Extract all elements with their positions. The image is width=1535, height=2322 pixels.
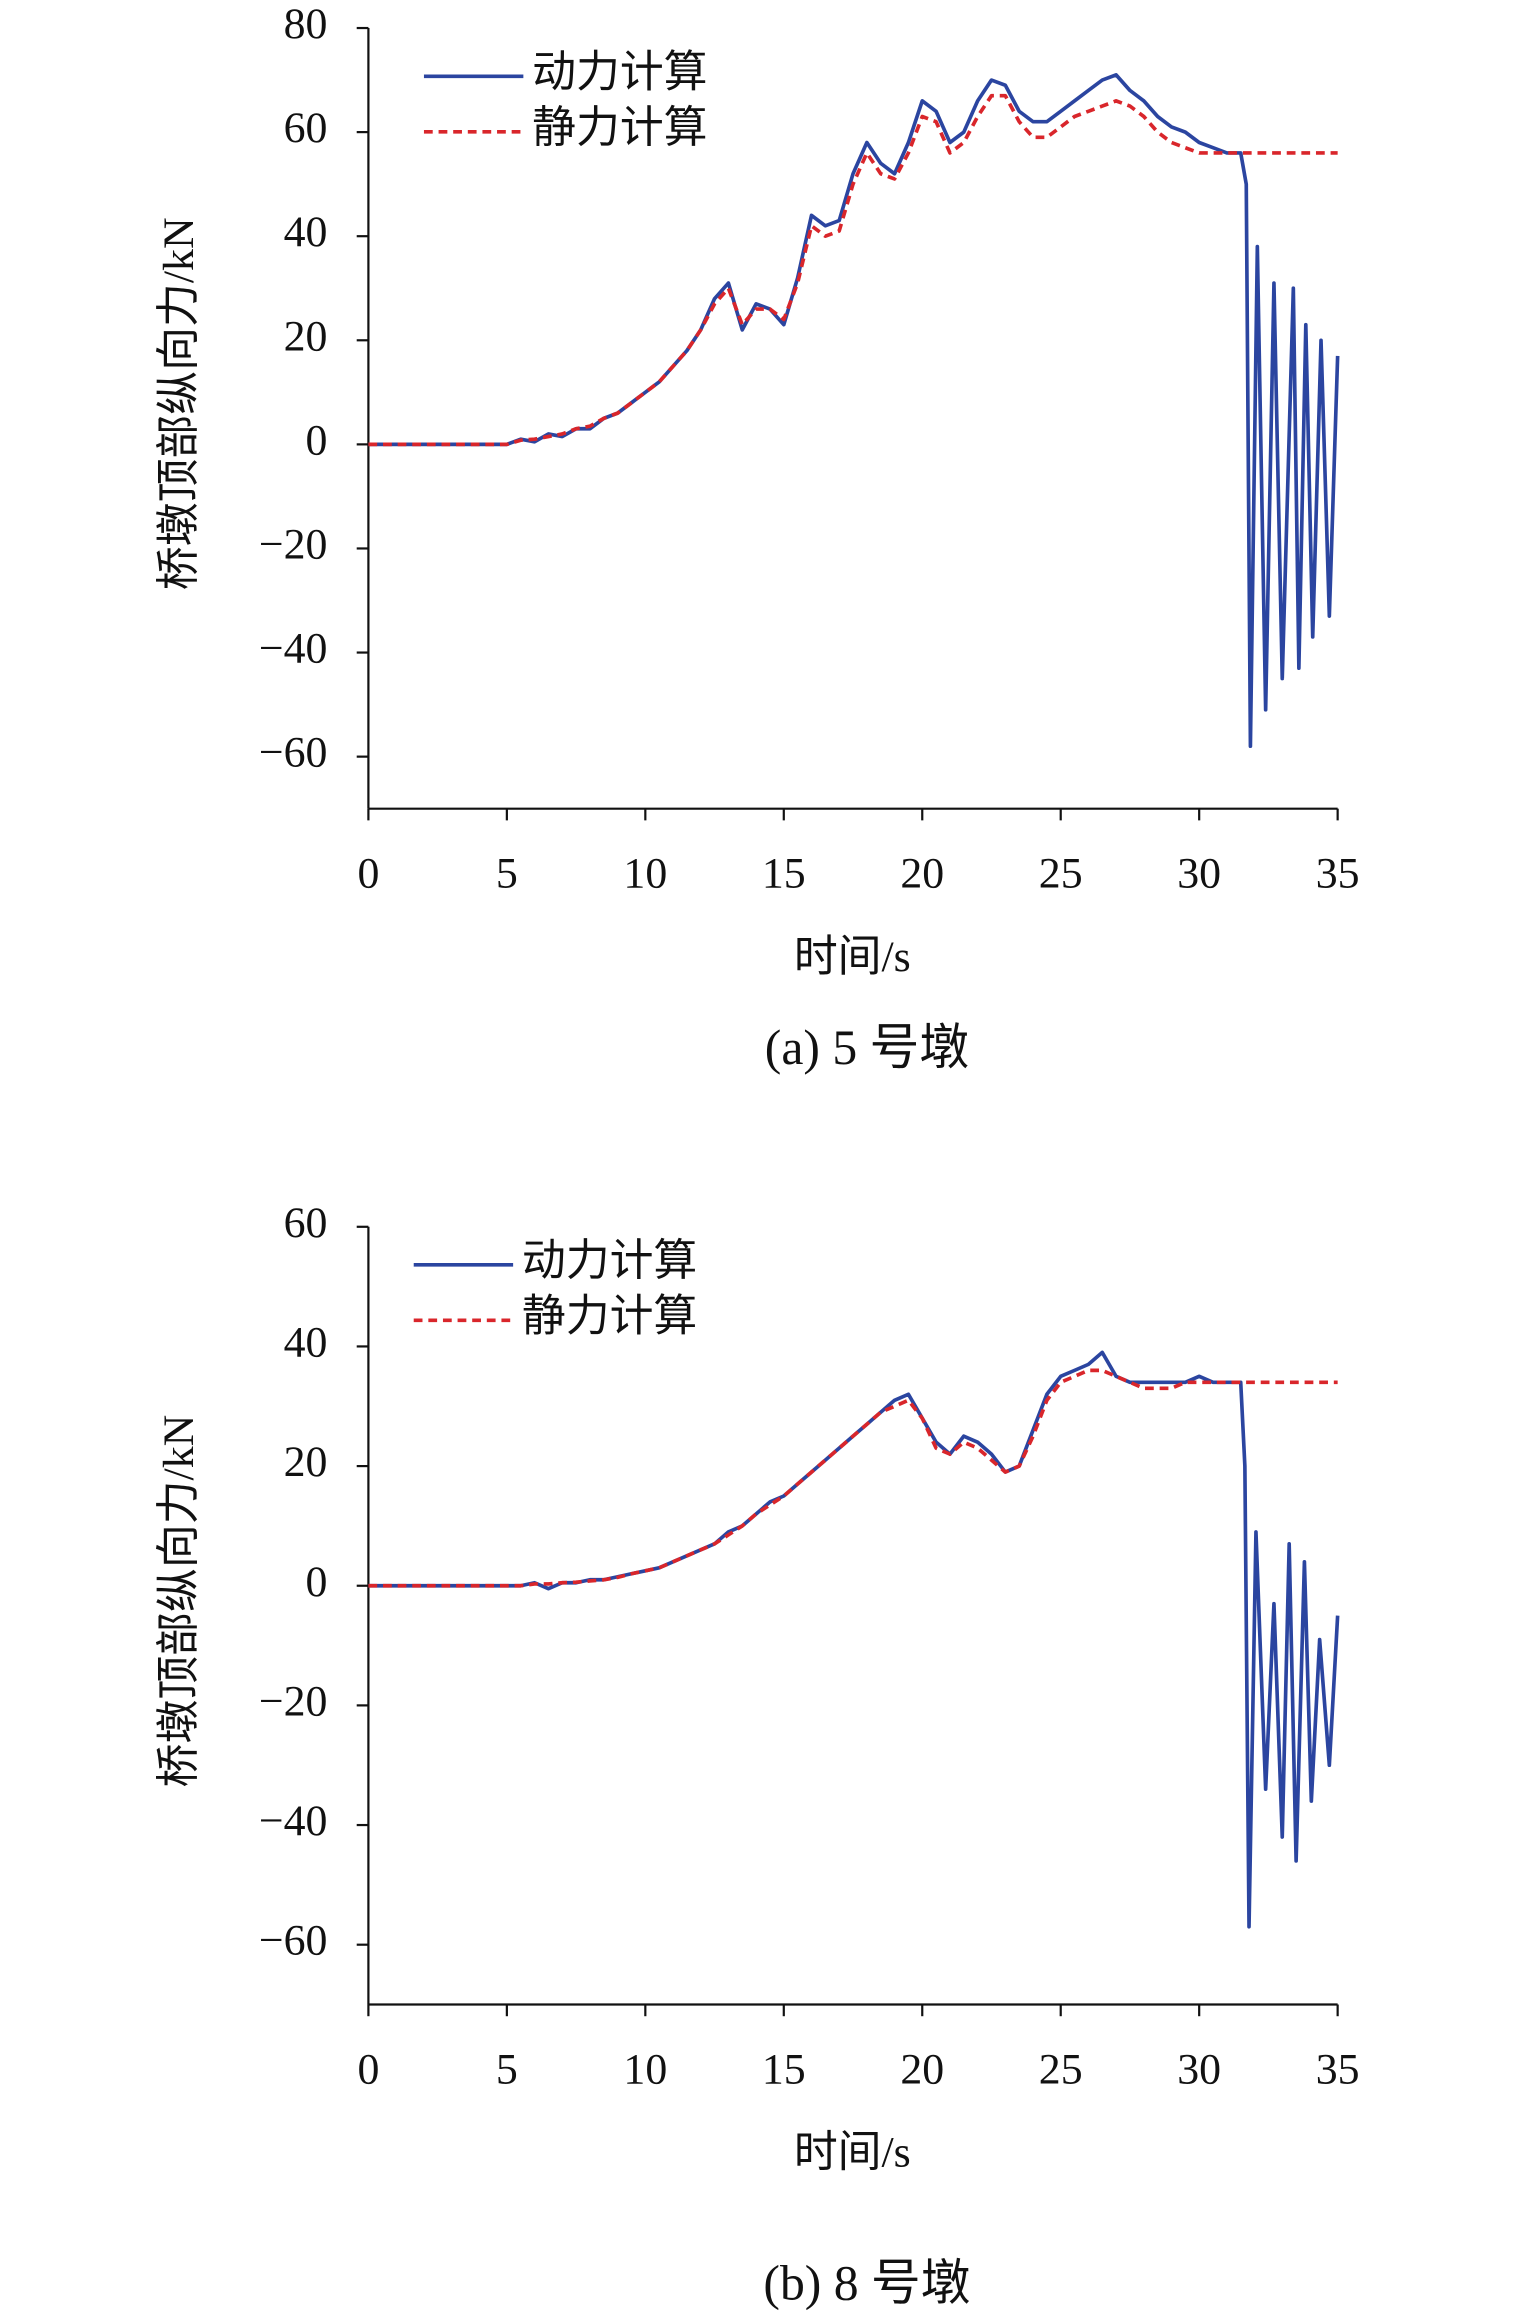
- x-tick-label: 15: [762, 849, 806, 897]
- y-tick-label: 80: [284, 0, 328, 48]
- y-tick-label: 0: [306, 416, 328, 464]
- caption: (b) 8 号墩: [763, 2256, 970, 2311]
- y-tick-label: −40: [259, 625, 328, 673]
- y-tick-label: 20: [284, 1438, 328, 1486]
- y-tick-label: 60: [284, 1199, 328, 1247]
- legend-label: 动力计算: [522, 1237, 697, 1285]
- y-tick-label: −20: [259, 521, 328, 569]
- x-tick-label: 30: [1177, 2045, 1221, 2093]
- series-line: [368, 1368, 1338, 1588]
- y-tick-label: 40: [284, 208, 328, 256]
- legend-label: 动力计算: [532, 48, 707, 96]
- caption: (a) 5 号墩: [765, 1020, 969, 1075]
- y-tick-label: 0: [306, 1558, 328, 1606]
- y-tick-label: −60: [259, 1917, 328, 1965]
- x-axis-label: 时间/s: [794, 2129, 911, 2177]
- y-axis-label: 桥墩顶部纵向力/kN: [155, 1415, 203, 1788]
- y-tick-label: −20: [259, 1677, 328, 1725]
- y-tick-label: −60: [259, 729, 328, 777]
- y-axis-label: 桥墩顶部纵向力/kN: [155, 217, 203, 590]
- x-tick-label: 25: [1039, 2045, 1083, 2093]
- legend-label: 静力计算: [522, 1292, 697, 1340]
- x-tick-label: 35: [1316, 849, 1360, 897]
- y-tick-label: 40: [284, 1318, 328, 1366]
- x-tick-label: 30: [1177, 849, 1221, 897]
- x-tick-label: 5: [496, 2045, 518, 2093]
- x-tick-label: 5: [496, 849, 518, 897]
- y-tick-label: 60: [284, 104, 328, 152]
- x-tick-label: 20: [900, 2045, 944, 2093]
- x-axis-label: 时间/s: [794, 933, 911, 981]
- y-tick-label: 20: [284, 312, 328, 360]
- x-tick-label: 25: [1039, 849, 1083, 897]
- y-tick-label: −40: [259, 1797, 328, 1845]
- x-tick-label: 10: [623, 2045, 667, 2093]
- x-tick-label: 35: [1316, 2045, 1360, 2093]
- series-line: [368, 73, 1340, 749]
- series-line: [368, 93, 1338, 447]
- legend-label: 静力计算: [532, 104, 707, 152]
- x-tick-label: 0: [357, 849, 379, 897]
- x-tick-label: 15: [762, 2045, 806, 2093]
- x-tick-label: 20: [900, 849, 944, 897]
- x-tick-label: 10: [623, 849, 667, 897]
- x-tick-label: 0: [357, 2045, 379, 2093]
